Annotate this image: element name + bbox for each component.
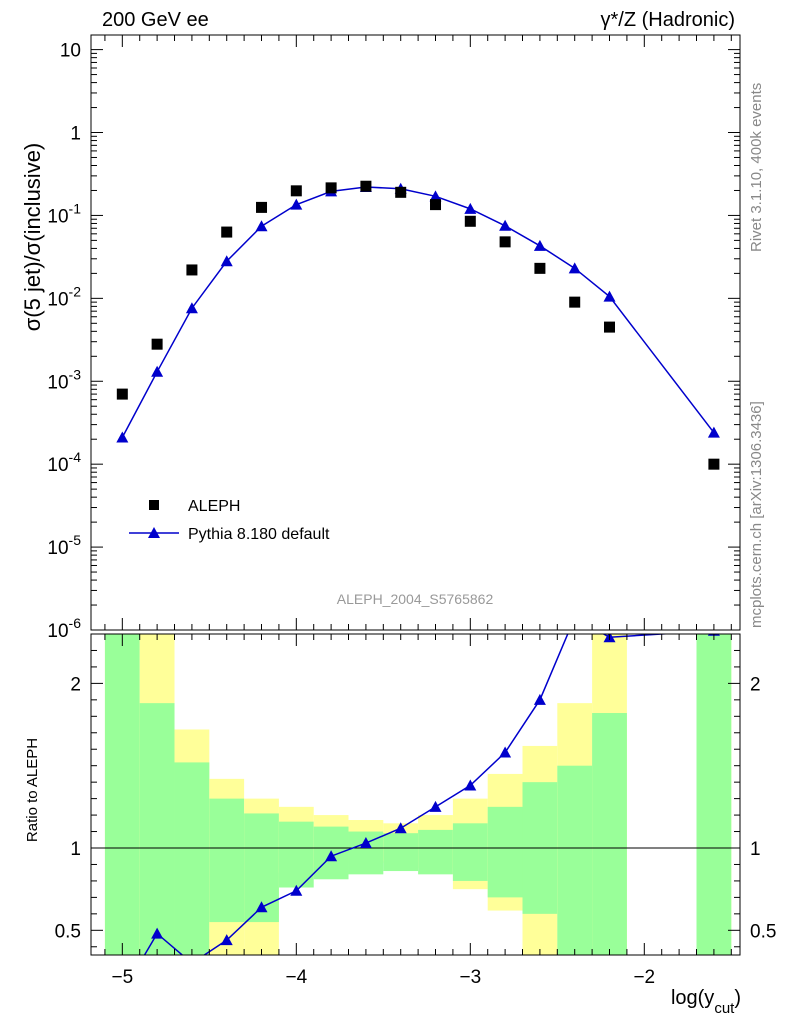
uncertainty-band-inner	[139, 703, 175, 955]
x-tick-label: −5	[111, 967, 133, 988]
aleph-point	[360, 180, 372, 192]
side-label-mcplots: mcplots.cern.ch [arXiv:1306.3436]	[748, 401, 765, 628]
aleph-point	[151, 338, 163, 350]
header-left: 200 GeV ee	[102, 9, 209, 31]
x-tick-label: −2	[633, 967, 655, 988]
ratio-point	[359, 837, 372, 849]
y-tick-label: 10-2	[47, 283, 81, 310]
uncertainty-band-inner	[174, 762, 210, 955]
y-tick-label: 10-4	[47, 449, 81, 476]
pythia-point	[290, 198, 303, 210]
pythia-curve	[121, 186, 715, 438]
pythia-point	[464, 202, 477, 214]
legend-pythia-marker	[148, 527, 160, 538]
y-tick-label: 10-1	[47, 200, 81, 227]
ratio-y-tick-label-right: 2	[750, 674, 761, 695]
ratio-point	[325, 850, 338, 862]
aleph-point	[325, 182, 337, 194]
pythia-point	[603, 290, 616, 302]
ratio-point	[499, 746, 512, 758]
aleph-point	[256, 201, 268, 213]
uncertainty-band-inner	[557, 765, 593, 955]
ratio-point	[220, 934, 233, 946]
side-label-rivet: Rivet 3.1.10, 400k events	[748, 83, 765, 252]
ratio-frame	[90, 633, 741, 956]
ratio-point	[394, 822, 407, 834]
ratio-point	[151, 927, 164, 939]
aleph-point	[395, 186, 407, 198]
pythia-point	[429, 190, 442, 202]
legend-aleph-marker	[149, 500, 159, 510]
ratio-point	[429, 800, 442, 812]
ratio-panel: 0.5 0.5 1 1 2 2 −5 −4 −3 −2 Ratio to ALEPH log(yc…	[24, 633, 776, 1017]
aleph-point	[186, 264, 198, 276]
uncertainty-band-inner	[418, 829, 453, 875]
y-tick-label: 1	[70, 124, 81, 145]
pythia-point	[533, 239, 546, 251]
x-tick-label: −4	[285, 967, 307, 988]
aleph-point	[430, 199, 442, 211]
uncertainty-band-inner	[592, 713, 627, 955]
aleph-point	[116, 388, 128, 400]
y-tick-label: 10-6	[47, 615, 81, 642]
ratio-y-tick-label: 1	[70, 839, 81, 860]
pythia-point	[707, 426, 720, 438]
ratio-y-tick-label: 2	[70, 674, 81, 695]
aleph-point	[604, 321, 616, 333]
aleph-point	[499, 236, 511, 248]
pythia-point	[499, 219, 512, 231]
uncertainty-band-inner	[696, 634, 732, 955]
pythia-point	[568, 262, 581, 274]
main-y-axis-label: σ(5 jet)/σ(inclusive)	[20, 143, 45, 332]
aleph-point	[221, 226, 233, 238]
uncertainty-band-inner	[383, 833, 419, 872]
pythia-point	[185, 302, 198, 314]
watermark: ALEPH_2004_S5765862	[337, 591, 494, 607]
header-right: γ*/Z (Hadronic)	[601, 9, 735, 31]
pythia-point	[220, 255, 233, 267]
uncertainty-band-inner	[487, 806, 523, 898]
ratio-y-tick-label: 0.5	[55, 921, 81, 942]
x-axis-label: log(ycut)	[671, 987, 741, 1017]
main-frame	[90, 34, 741, 631]
aleph-point	[290, 185, 302, 197]
ratio-point	[533, 693, 546, 705]
legend: ALEPH Pythia 8.180 default	[129, 498, 330, 543]
aleph-point	[464, 215, 476, 227]
ratio-y-axis-label: Ratio to ALEPH	[24, 738, 41, 842]
pythia-point	[151, 365, 164, 377]
ratio-y-tick-label-right: 1	[750, 839, 761, 860]
aleph-point	[534, 262, 546, 274]
legend-pythia-label: Pythia 8.180 default	[188, 526, 330, 543]
ratio-y-tick-label-right: 0.5	[750, 921, 776, 942]
legend-aleph-label: ALEPH	[188, 498, 240, 515]
uncertainty-band-inner	[278, 821, 314, 888]
y-tick-label: 10	[60, 41, 81, 62]
ratio-point	[290, 884, 303, 896]
main-panel: ALEPH_2004_S5765862 10-6 10-5 10-4 10-3 10-2…	[20, 34, 741, 642]
aleph-point	[708, 458, 720, 470]
uncertainty-band-inner	[209, 798, 245, 923]
uncertainty-band-inner	[104, 634, 140, 955]
y-tick-label: 10-3	[47, 366, 81, 393]
ratio-point	[255, 901, 268, 913]
pythia-point	[116, 431, 129, 443]
y-tick-label: 10-5	[47, 532, 81, 559]
uncertainty-band-inner	[452, 823, 488, 881]
x-tick-label: −3	[459, 967, 481, 988]
pythia-point	[255, 220, 268, 232]
ratio-point	[464, 779, 477, 791]
aleph-point	[569, 296, 581, 308]
